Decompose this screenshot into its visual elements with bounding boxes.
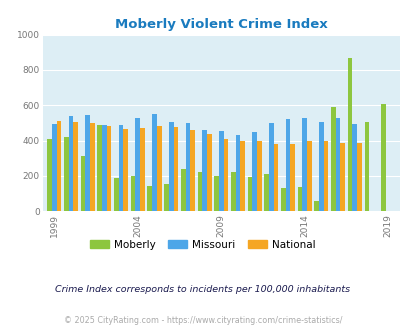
Bar (247, 177, 252, 211)
Bar (185, 123, 190, 211)
Bar (356, 143, 361, 211)
Bar (168, 122, 173, 211)
Bar (330, 107, 335, 211)
Bar (214, 176, 218, 211)
Bar (347, 58, 352, 211)
Bar (197, 172, 202, 211)
Bar (152, 114, 156, 211)
Bar (164, 184, 168, 211)
Bar (130, 176, 135, 211)
Bar (218, 131, 223, 211)
Bar (223, 139, 228, 211)
Bar (68, 116, 73, 211)
Bar (90, 123, 94, 211)
Bar (323, 141, 328, 211)
Bar (202, 130, 207, 211)
Bar (256, 142, 261, 211)
Bar (302, 117, 306, 211)
Bar (235, 135, 240, 211)
Text: © 2025 CityRating.com - https://www.cityrating.com/crime-statistics/: © 2025 CityRating.com - https://www.city… (64, 316, 341, 325)
Bar (264, 174, 269, 211)
Bar (240, 141, 244, 211)
Bar (52, 124, 57, 211)
Bar (119, 125, 123, 211)
Bar (207, 134, 211, 211)
Bar (97, 125, 102, 211)
Bar (57, 121, 61, 211)
Bar (173, 127, 178, 211)
Bar (180, 169, 185, 211)
Title: Moberly Violent Crime Index: Moberly Violent Crime Index (115, 18, 327, 31)
Bar (190, 130, 194, 211)
Bar (364, 122, 368, 211)
Bar (85, 115, 90, 211)
Bar (114, 178, 119, 211)
Bar (285, 118, 290, 211)
Text: Crime Index corresponds to incidents per 100,000 inhabitants: Crime Index corresponds to incidents per… (55, 285, 350, 294)
Bar (47, 139, 52, 211)
Bar (340, 143, 344, 211)
Bar (318, 122, 323, 211)
Legend: Moberly, Missouri, National: Moberly, Missouri, National (86, 236, 319, 254)
Bar (306, 142, 311, 211)
Bar (313, 202, 318, 211)
Bar (380, 104, 385, 211)
Bar (352, 124, 356, 211)
Bar (147, 186, 152, 211)
Bar (335, 117, 340, 211)
Bar (123, 129, 128, 211)
Bar (273, 144, 278, 211)
Bar (135, 117, 140, 211)
Bar (252, 132, 256, 211)
Bar (280, 188, 285, 211)
Bar (81, 155, 85, 211)
Bar (156, 126, 161, 211)
Bar (140, 128, 145, 211)
Bar (64, 137, 68, 211)
Bar (102, 125, 107, 211)
Bar (107, 126, 111, 211)
Bar (73, 122, 78, 211)
Bar (269, 123, 273, 211)
Bar (297, 187, 302, 211)
Bar (290, 144, 294, 211)
Bar (230, 172, 235, 211)
